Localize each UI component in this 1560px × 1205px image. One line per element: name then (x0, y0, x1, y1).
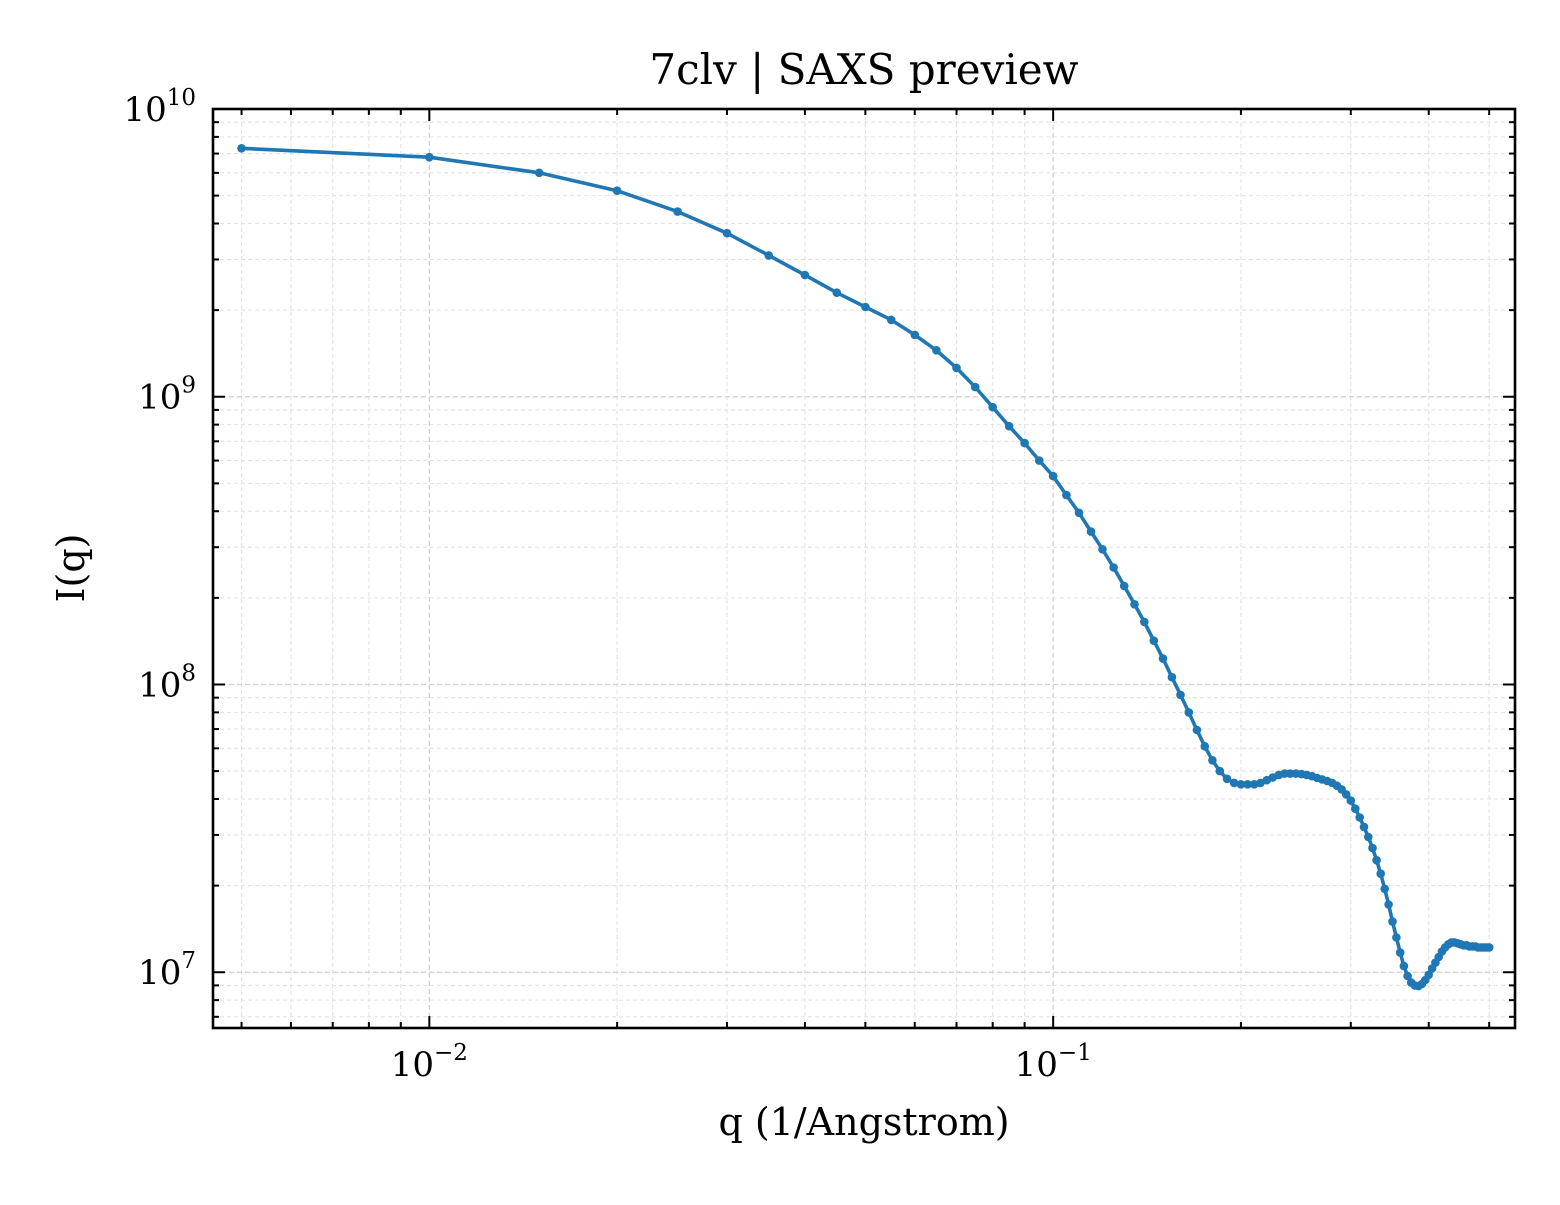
axis-ticks: 10−2 10−1 107 108 109 1010 (123, 85, 1515, 1085)
data-point (1359, 822, 1369, 832)
data-point (861, 302, 870, 312)
data-point (1384, 900, 1393, 909)
data-point (764, 251, 773, 260)
axis-labels: 7clv | SAXS preview q (1/Angstrom) I(q) (49, 45, 1079, 1144)
data-point (1346, 796, 1356, 805)
data-point (1341, 790, 1351, 799)
data-point (722, 228, 732, 238)
data-point (1176, 690, 1185, 700)
data-point (1215, 766, 1225, 776)
grid (213, 108, 1515, 1028)
data-point (1368, 843, 1377, 853)
data-point (952, 363, 961, 373)
data-point (1192, 725, 1202, 735)
data-point (1167, 672, 1177, 682)
data-point (1372, 855, 1381, 865)
data-point (1376, 869, 1385, 878)
data-point (988, 402, 997, 412)
data-point (1158, 654, 1168, 663)
data-point (1048, 471, 1058, 481)
data-point (1236, 780, 1246, 789)
data-point (1222, 774, 1232, 784)
data-point (1119, 581, 1129, 591)
data-point (970, 382, 980, 392)
data-point (832, 288, 842, 298)
y-tick-label: 109 (138, 373, 196, 418)
x-tick-label: 10−2 (391, 1040, 468, 1085)
data-point (1200, 742, 1210, 751)
data-point (1004, 421, 1014, 431)
data-point (932, 346, 941, 355)
data-point (425, 152, 434, 162)
data-point (1149, 636, 1159, 645)
data-point (1403, 971, 1412, 981)
data-point (910, 330, 920, 340)
data-point (1399, 961, 1409, 971)
data-point (534, 168, 544, 178)
data-point (800, 270, 810, 280)
data-point (1062, 490, 1071, 500)
data-point (886, 315, 896, 325)
y-tick-label: 1010 (123, 85, 196, 130)
data-point (237, 144, 246, 153)
data-point (1208, 756, 1217, 765)
data-point (1351, 804, 1360, 813)
data-point (1074, 508, 1084, 518)
data-point (1020, 438, 1029, 448)
data-point (612, 186, 622, 195)
x-tick-label: 10−1 (1015, 1040, 1092, 1085)
data-point (1388, 917, 1397, 926)
plot-area (237, 144, 1494, 991)
data-point (1098, 545, 1107, 554)
data-point (1424, 970, 1433, 980)
y-tick-label: 108 (138, 660, 196, 705)
data-point (1392, 933, 1401, 942)
plot-frame (211, 107, 1517, 1030)
data-point (1243, 780, 1252, 789)
data-point (1086, 527, 1096, 536)
data-point (1130, 600, 1139, 609)
data-point (673, 207, 682, 216)
chart-title: 7clv | SAXS preview (649, 45, 1078, 94)
data-point (1229, 778, 1239, 788)
data-point (1109, 563, 1118, 572)
y-axis-label: I(q) (49, 534, 93, 603)
data-point (1355, 813, 1364, 822)
data-point (1035, 456, 1044, 465)
data-point (1395, 948, 1405, 957)
data-point (1364, 832, 1373, 842)
y-tick-label: 107 (138, 948, 196, 993)
x-axis-label: q (1/Angstrom) (718, 1100, 1009, 1144)
data-point (1184, 708, 1194, 717)
data-point (1380, 884, 1389, 894)
data-point (1484, 943, 1494, 952)
data-point (1140, 617, 1149, 627)
